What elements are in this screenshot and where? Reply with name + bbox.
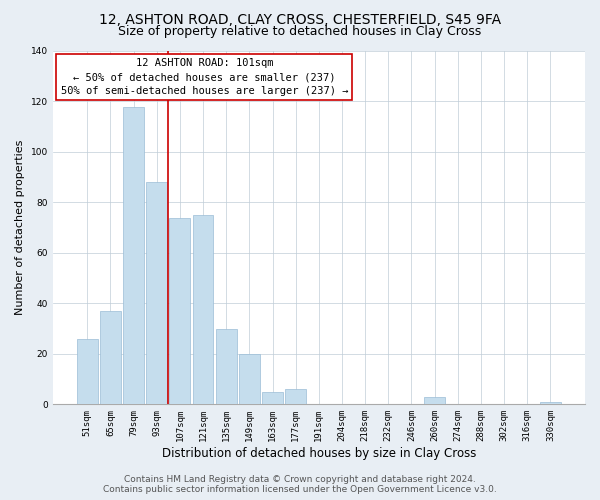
Bar bbox=[193, 215, 214, 404]
X-axis label: Distribution of detached houses by size in Clay Cross: Distribution of detached houses by size … bbox=[161, 447, 476, 460]
Bar bbox=[216, 328, 236, 404]
Bar bbox=[540, 402, 561, 404]
Bar bbox=[77, 338, 98, 404]
Bar bbox=[285, 389, 306, 404]
Bar bbox=[123, 106, 144, 405]
Text: Contains HM Land Registry data © Crown copyright and database right 2024.
Contai: Contains HM Land Registry data © Crown c… bbox=[103, 474, 497, 494]
Text: Size of property relative to detached houses in Clay Cross: Size of property relative to detached ho… bbox=[118, 25, 482, 38]
Bar bbox=[146, 182, 167, 404]
Text: 12, ASHTON ROAD, CLAY CROSS, CHESTERFIELD, S45 9FA: 12, ASHTON ROAD, CLAY CROSS, CHESTERFIEL… bbox=[99, 12, 501, 26]
Bar bbox=[100, 311, 121, 404]
Text: 12 ASHTON ROAD: 101sqm
← 50% of detached houses are smaller (237)
50% of semi-de: 12 ASHTON ROAD: 101sqm ← 50% of detached… bbox=[61, 58, 348, 96]
Bar bbox=[424, 397, 445, 404]
Bar bbox=[169, 218, 190, 404]
Bar bbox=[262, 392, 283, 404]
Bar bbox=[239, 354, 260, 405]
Y-axis label: Number of detached properties: Number of detached properties bbox=[15, 140, 25, 316]
